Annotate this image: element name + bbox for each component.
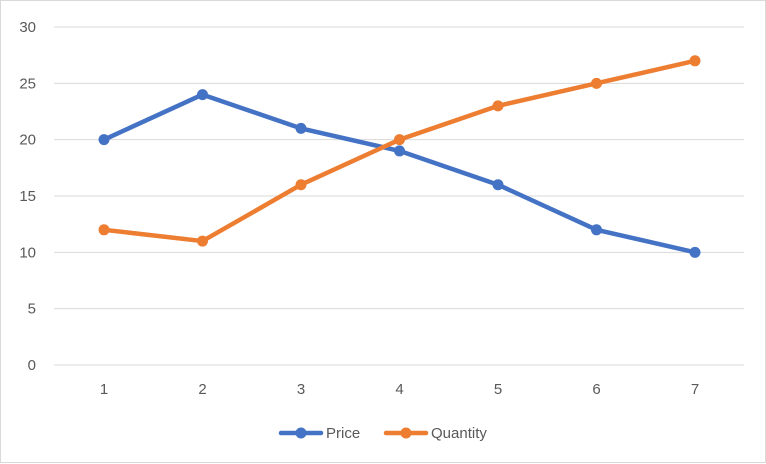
series-group xyxy=(98,55,701,258)
gridlines xyxy=(54,26,744,366)
legend-marker-price xyxy=(295,427,307,439)
data-point-quantity xyxy=(591,77,602,89)
data-point-price xyxy=(689,246,701,258)
y-axis-ticks: 0 5 10 15 20 25 30 xyxy=(19,19,36,374)
legend: Price Quantity xyxy=(278,425,487,442)
legend-item-price: Price xyxy=(278,425,360,442)
data-point-quantity xyxy=(197,235,208,247)
series-price xyxy=(98,89,701,258)
x-tick-label: 3 xyxy=(297,381,305,398)
legend-marker-quantity xyxy=(400,427,412,439)
data-point-price xyxy=(98,134,110,146)
data-point-quantity xyxy=(689,55,701,67)
data-point-price xyxy=(492,179,504,191)
y-tick-label: 30 xyxy=(19,19,36,36)
data-point-price xyxy=(197,89,208,101)
data-point-price xyxy=(394,145,405,157)
legend-label-price: Price xyxy=(326,425,360,442)
legend-label-quantity: Quantity xyxy=(431,425,487,442)
x-tick-label: 1 xyxy=(100,381,108,398)
x-tick-label: 2 xyxy=(198,381,206,398)
x-tick-label: 6 xyxy=(592,381,600,398)
data-point-quantity xyxy=(98,224,110,236)
data-point-price xyxy=(591,224,602,236)
y-tick-label: 20 xyxy=(19,132,36,149)
legend-item-quantity: Quantity xyxy=(383,425,487,442)
series-quantity xyxy=(98,55,701,247)
x-tick-label: 7 xyxy=(691,381,699,398)
data-point-quantity xyxy=(295,179,307,191)
x-axis-ticks: 1 2 3 4 5 6 7 xyxy=(100,381,699,398)
x-tick-label: 5 xyxy=(494,381,502,398)
y-tick-label: 15 xyxy=(19,188,36,205)
y-tick-label: 10 xyxy=(19,244,36,261)
y-tick-label: 25 xyxy=(19,75,36,92)
series-line-price xyxy=(101,92,698,255)
y-tick-label: 5 xyxy=(28,301,36,318)
data-point-quantity xyxy=(394,134,405,146)
x-tick-label: 4 xyxy=(395,381,403,398)
data-point-quantity xyxy=(492,100,504,112)
data-point-price xyxy=(295,122,307,134)
y-tick-label: 0 xyxy=(28,357,36,374)
